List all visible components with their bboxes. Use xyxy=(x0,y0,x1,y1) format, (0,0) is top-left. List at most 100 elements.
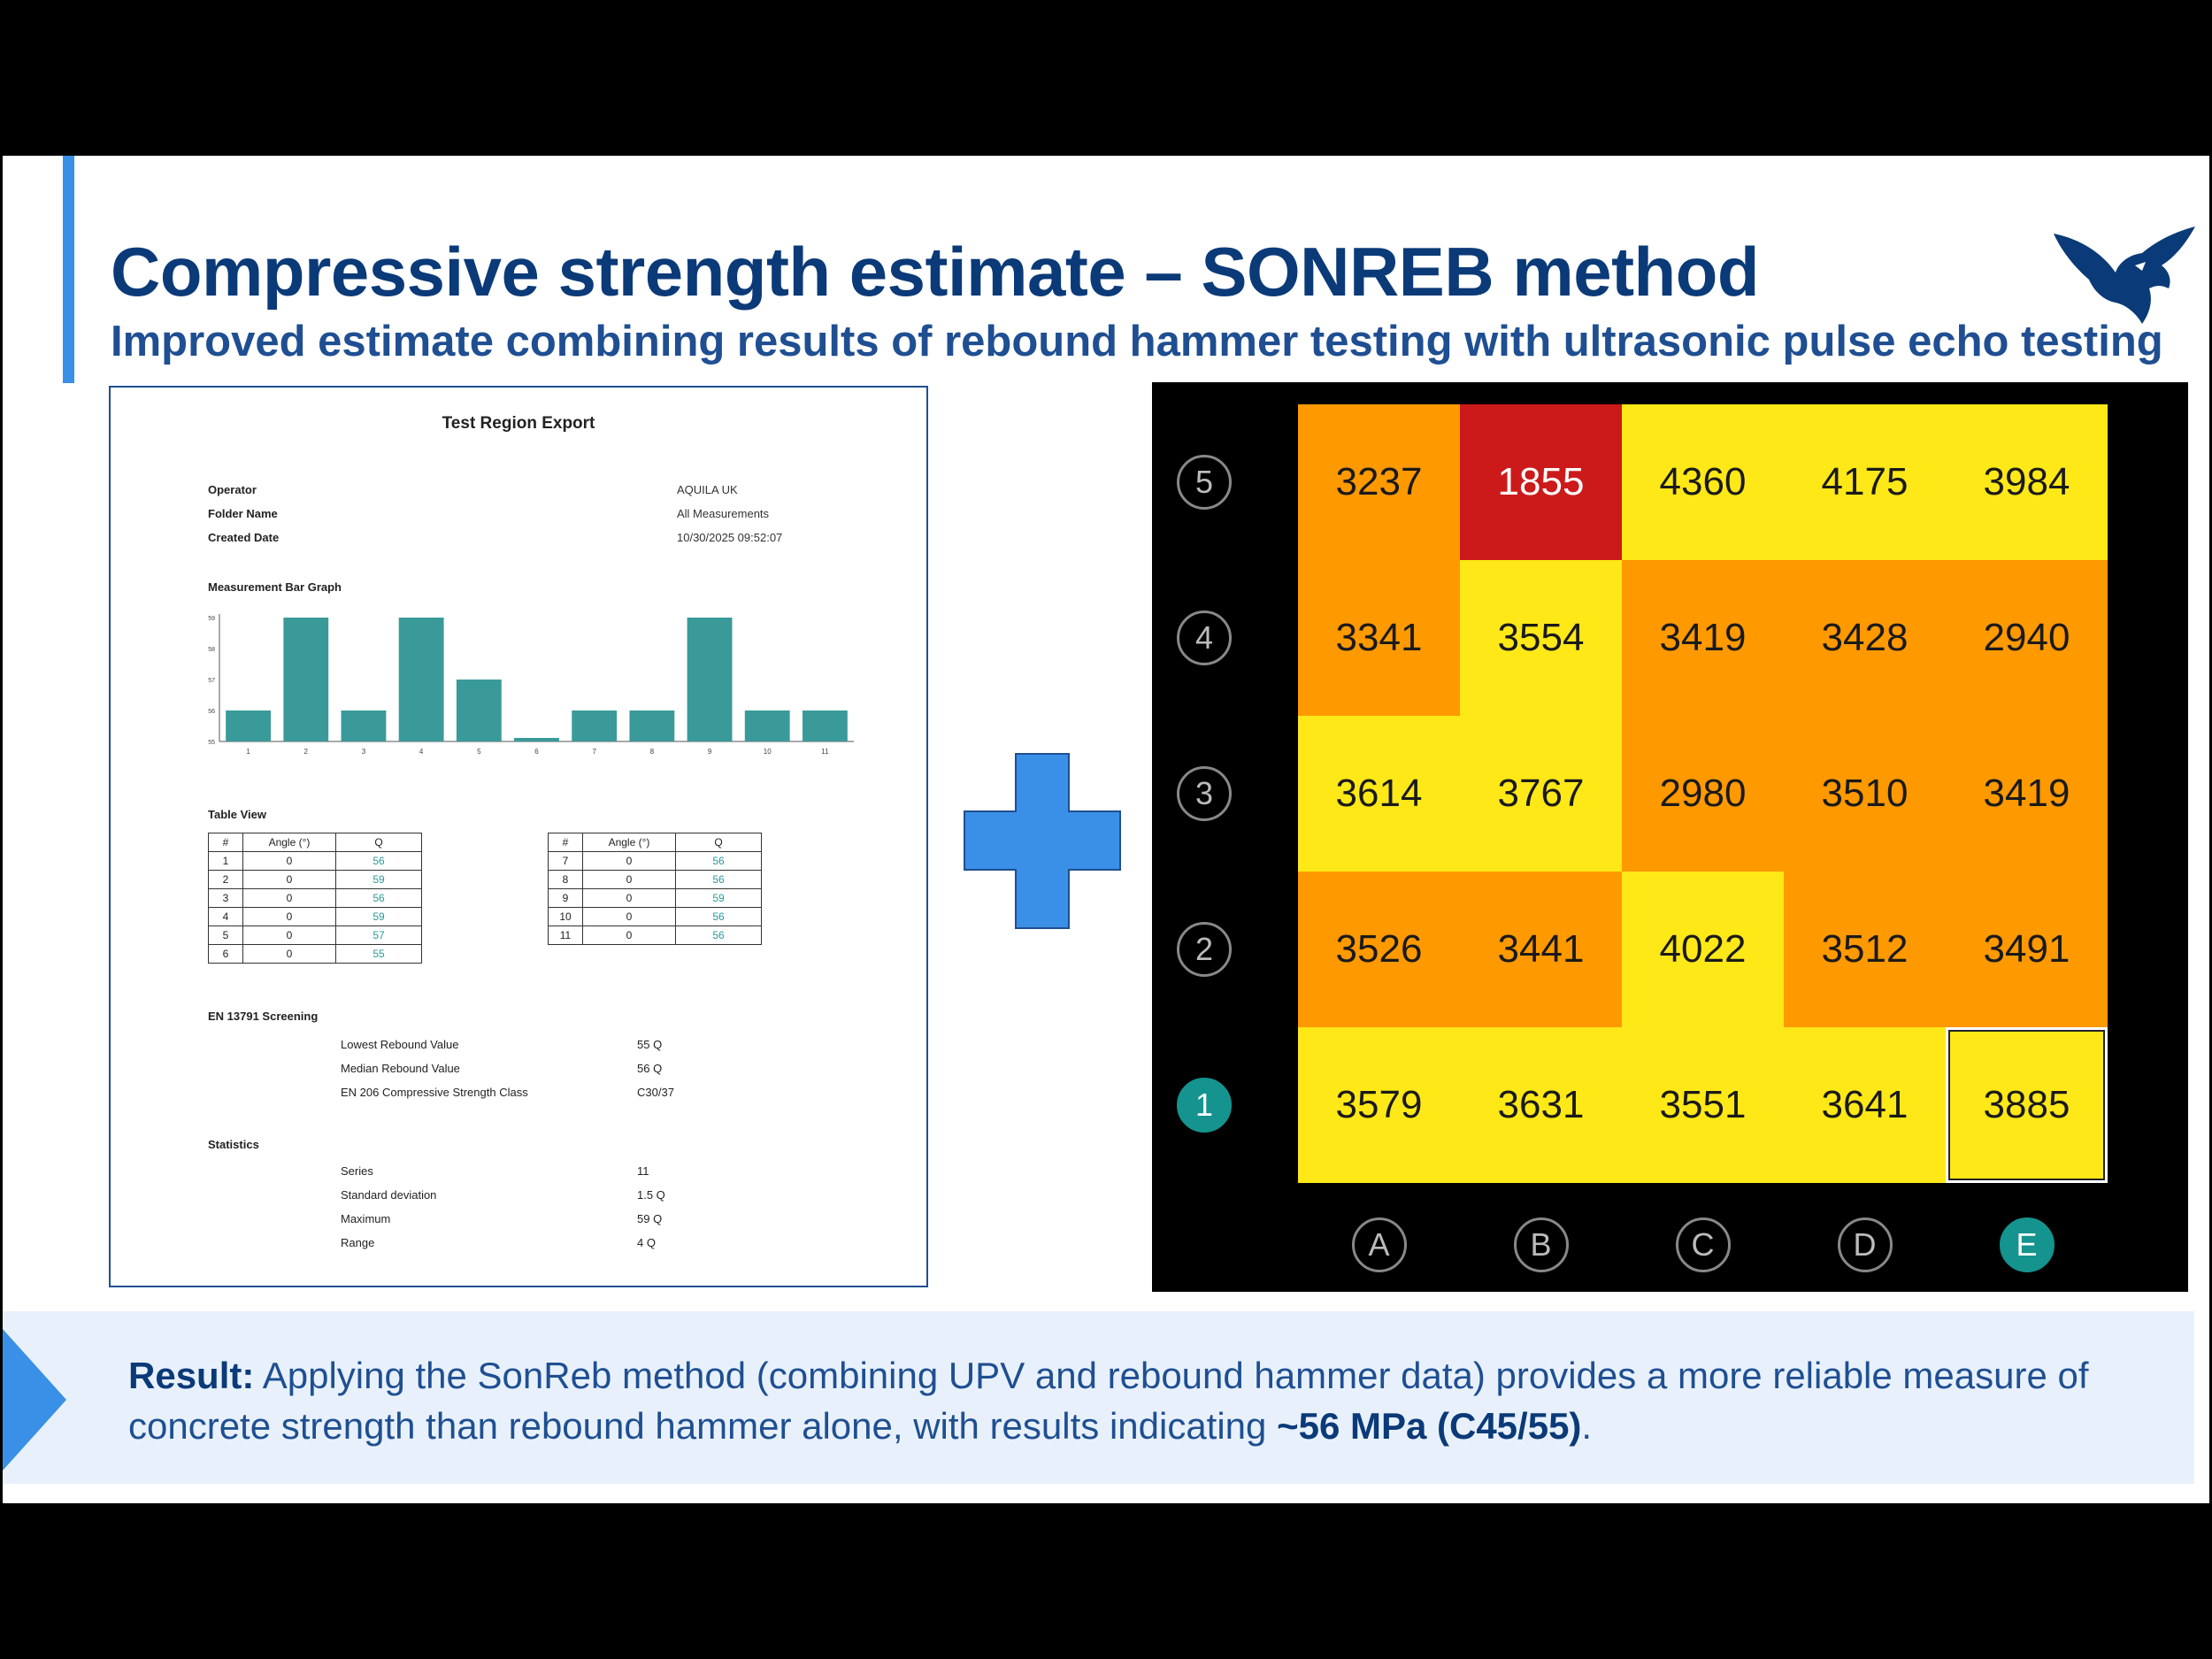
table-view-title: Table View xyxy=(208,808,266,821)
bar-graph-y-tick: 56 xyxy=(208,709,215,715)
meta-value: All Measurements xyxy=(677,507,770,520)
heatmap-cell-b3[interactable]: 3767 xyxy=(1460,716,1622,872)
bar-graph-x-tick: 6 xyxy=(534,748,539,756)
screening-value: 56 Q xyxy=(637,1062,663,1075)
heatmap-cell-a5[interactable]: 3237 xyxy=(1298,404,1460,560)
row-selector-2[interactable]: 2 xyxy=(1177,922,1232,977)
bar-graph-bar xyxy=(744,710,790,741)
heatmap-cell-b5[interactable]: 1855 xyxy=(1460,404,1622,560)
statistics-value: 1.5 Q xyxy=(637,1188,665,1202)
result-text: Result: Applying the SonReb method (comb… xyxy=(128,1350,2181,1451)
table-cell: 0 xyxy=(242,888,336,908)
bar-graph-bar xyxy=(629,710,675,741)
statistics-value: 59 Q xyxy=(637,1212,663,1225)
column-selector-e[interactable]: E xyxy=(1999,1217,2055,1272)
table-cell: 56 xyxy=(675,851,762,871)
heatmap-cell-d1[interactable]: 3641 xyxy=(1784,1027,1946,1183)
heatmap-cell-a3[interactable]: 3614 xyxy=(1298,716,1460,872)
column-selector-c[interactable]: C xyxy=(1675,1217,1731,1272)
heatmap-cell-b2[interactable]: 3441 xyxy=(1460,872,1622,1027)
heatmap-cell-e1[interactable]: 3885 xyxy=(1946,1027,2108,1183)
column-selector-d[interactable]: D xyxy=(1837,1217,1893,1272)
table-row: 6 0 55 xyxy=(208,944,422,964)
heatmap-cell-c3[interactable]: 2980 xyxy=(1622,716,1784,872)
column-selector-a[interactable]: A xyxy=(1351,1217,1407,1272)
column-selector-b[interactable]: B xyxy=(1513,1217,1569,1272)
table-header-cell: # xyxy=(208,833,243,852)
heatmap-cell-e5[interactable]: 3984 xyxy=(1946,404,2108,560)
heatmap-cell-a4[interactable]: 3341 xyxy=(1298,560,1460,716)
table-row: 8 0 56 xyxy=(548,870,762,889)
result-arrow-icon xyxy=(3,1329,66,1471)
table-cell: 1 xyxy=(208,851,243,871)
table-cell: 56 xyxy=(675,870,762,889)
bar-graph-bar xyxy=(226,710,272,741)
row-selector-1[interactable]: 1 xyxy=(1177,1078,1232,1133)
table-cell: 0 xyxy=(582,926,676,945)
test-region-report: Test Region Export Operator AQUILA UK Fo… xyxy=(109,386,928,1287)
row-selector-4[interactable]: 4 xyxy=(1177,611,1232,665)
heatmap-cell-c5[interactable]: 4360 xyxy=(1622,404,1784,560)
table-cell: 57 xyxy=(335,926,422,945)
report-title: Test Region Export xyxy=(442,414,595,433)
table-row: 2 0 59 xyxy=(208,870,422,889)
table-cell: 59 xyxy=(675,888,762,908)
bar-graph-bar xyxy=(802,710,848,741)
table-header-row: # Angle (°) Q xyxy=(548,833,762,852)
table-cell: 0 xyxy=(582,888,676,908)
heatmap-cell-d5[interactable]: 4175 xyxy=(1784,404,1946,560)
table-cell: 56 xyxy=(675,907,762,926)
heatmap-cell-a1[interactable]: 3579 xyxy=(1298,1027,1460,1183)
meta-value: 10/30/2025 09:52:07 xyxy=(677,531,783,544)
heatmap-cell-e4[interactable]: 2940 xyxy=(1946,560,2108,716)
result-body: Applying the SonReb method (combining UP… xyxy=(128,1355,2089,1447)
table-row: 9 0 59 xyxy=(548,888,762,908)
heatmap-cell-d4[interactable]: 3428 xyxy=(1784,560,1946,716)
row-selector-3[interactable]: 3 xyxy=(1177,766,1232,821)
bar-graph-bar xyxy=(687,618,733,741)
bar-graph-x-tick: 11 xyxy=(821,748,829,756)
table-header-cell: # xyxy=(548,833,583,852)
table-cell: 59 xyxy=(335,870,422,889)
screening-value: 55 Q xyxy=(637,1038,663,1051)
table-cell: 0 xyxy=(582,907,676,926)
heatmap-cell-b4[interactable]: 3554 xyxy=(1460,560,1622,716)
bar-graph-title: Measurement Bar Graph xyxy=(208,580,342,594)
table-cell: 0 xyxy=(242,851,336,871)
heatmap-cell-a2[interactable]: 3526 xyxy=(1298,872,1460,1027)
bar-graph-x-tick: 5 xyxy=(477,748,481,756)
heatmap-cell-d3[interactable]: 3510 xyxy=(1784,716,1946,872)
statistics-value: 4 Q xyxy=(637,1236,656,1249)
table-cell: 56 xyxy=(335,851,422,871)
heatmap-cell-e2[interactable]: 3491 xyxy=(1946,872,2108,1027)
table-header-cell: Q xyxy=(675,833,762,852)
table-cell: 8 xyxy=(548,870,583,889)
screening-title: EN 13791 Screening xyxy=(208,1010,319,1023)
bar-graph-y-tick: 57 xyxy=(208,678,215,684)
slide: Compressive strength estimate – SONREB m… xyxy=(3,156,2209,1503)
table-cell: 0 xyxy=(242,907,336,926)
bar-graph-x-tick: 3 xyxy=(362,748,366,756)
result-highlight: ~56 MPa (C45/55) xyxy=(1277,1405,1582,1447)
heatmap-cell-c2[interactable]: 4022 xyxy=(1622,872,1784,1027)
row-selector-5[interactable]: 5 xyxy=(1177,455,1232,510)
heatmap-cell-d2[interactable]: 3512 xyxy=(1784,872,1946,1027)
heatmap-cell-c1[interactable]: 3551 xyxy=(1622,1027,1784,1183)
bar-graph-x-tick: 4 xyxy=(419,748,424,756)
bar-graph-bar xyxy=(283,618,329,741)
table-cell: 0 xyxy=(242,944,336,964)
bar-graph-bar xyxy=(514,738,559,741)
measurement-table-left: # Angle (°) Q 1 0 56 2 0 59 3 0 56 4 0 59 5 0 57 6 0 55 xyxy=(208,833,422,964)
statistics-value: 11 xyxy=(637,1164,649,1178)
bar-graph-y-tick: 55 xyxy=(208,740,215,746)
table-cell: 5 xyxy=(208,926,243,945)
bar-graph-bar xyxy=(398,618,444,741)
bar-graph-bar xyxy=(456,680,502,741)
heatmap-cell-b1[interactable]: 3631 xyxy=(1460,1027,1622,1183)
heatmap-cell-e3[interactable]: 3419 xyxy=(1946,716,2108,872)
upv-heatmap-panel: 3237 1855 4360 4175 3984 3341 3554 3419 3428 2940… xyxy=(1152,382,2188,1292)
table-header-row: # Angle (°) Q xyxy=(208,833,422,852)
heatmap-cell-c4[interactable]: 3419 xyxy=(1622,560,1784,716)
result-end: . xyxy=(1581,1405,1593,1447)
